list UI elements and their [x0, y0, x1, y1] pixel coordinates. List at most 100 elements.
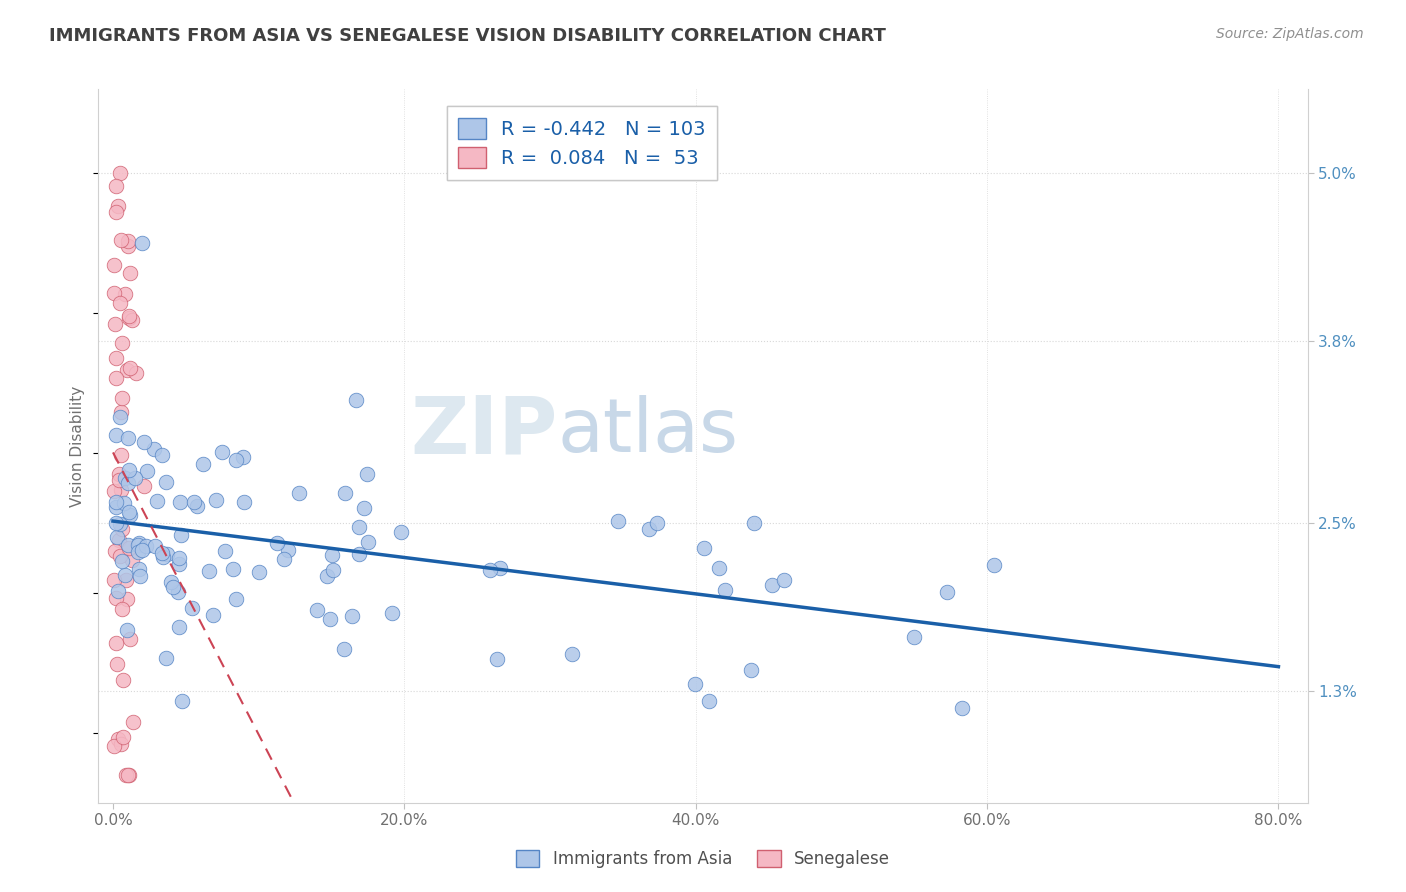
- Point: [131, 236, 153, 251]
- Point: [118, 311, 141, 326]
- Point: [111, 335, 134, 350]
- Point: [105, 516, 128, 530]
- Point: [117, 538, 139, 552]
- Point: [167, 550, 190, 565]
- Point: [105, 636, 128, 650]
- Point: [155, 651, 177, 665]
- Point: [112, 496, 135, 510]
- Point: [110, 516, 132, 531]
- Point: [104, 371, 127, 385]
- Point: [202, 608, 225, 623]
- Point: [479, 563, 502, 577]
- Point: [111, 673, 134, 688]
- Point: [121, 313, 143, 327]
- Point: [117, 431, 139, 445]
- Point: [114, 471, 136, 485]
- Point: [103, 258, 125, 272]
- Point: [232, 450, 254, 464]
- Point: [169, 558, 191, 572]
- Point: [287, 486, 309, 500]
- Point: [162, 580, 184, 594]
- Point: [104, 351, 127, 366]
- Point: [742, 516, 765, 530]
- Point: [117, 768, 139, 782]
- Point: [316, 569, 339, 583]
- Point: [155, 475, 177, 490]
- Point: [233, 495, 256, 509]
- Point: [118, 266, 141, 280]
- Point: [107, 584, 129, 599]
- Point: [486, 651, 509, 665]
- Point: [143, 442, 166, 456]
- Point: [381, 606, 404, 620]
- Point: [110, 448, 132, 462]
- Point: [114, 567, 136, 582]
- Point: [214, 543, 236, 558]
- Point: [389, 525, 412, 540]
- Point: [159, 575, 181, 590]
- Point: [170, 527, 193, 541]
- Point: [103, 739, 125, 753]
- Point: [110, 549, 132, 564]
- Point: [692, 541, 714, 555]
- Point: [110, 296, 132, 310]
- Point: [645, 516, 668, 530]
- Point: [204, 492, 226, 507]
- Point: [105, 205, 128, 219]
- Point: [104, 495, 127, 509]
- Point: [104, 544, 127, 558]
- Point: [110, 737, 132, 751]
- Point: [353, 501, 375, 516]
- Point: [131, 543, 153, 558]
- Point: [117, 234, 139, 248]
- Point: [136, 464, 159, 478]
- Point: [105, 428, 128, 442]
- Point: [321, 549, 343, 563]
- Point: [333, 642, 356, 657]
- Point: [117, 238, 139, 252]
- Point: [127, 538, 149, 552]
- Point: [225, 453, 247, 467]
- Point: [169, 494, 191, 508]
- Point: [108, 467, 131, 481]
- Point: [127, 545, 149, 559]
- Point: [110, 405, 132, 419]
- Point: [277, 543, 299, 558]
- Point: [107, 199, 129, 213]
- Point: [107, 732, 129, 747]
- Point: [118, 361, 141, 376]
- Point: [211, 445, 233, 459]
- Point: [118, 541, 141, 555]
- Point: [903, 630, 925, 644]
- Point: [936, 585, 959, 599]
- Point: [150, 546, 173, 560]
- Point: [104, 591, 127, 606]
- Point: [713, 583, 735, 598]
- Point: [150, 449, 173, 463]
- Point: [169, 620, 191, 634]
- Point: [761, 578, 783, 592]
- Point: [225, 592, 247, 607]
- Point: [606, 514, 628, 528]
- Point: [489, 561, 512, 575]
- Point: [129, 569, 152, 583]
- Point: [198, 565, 221, 579]
- Point: [103, 483, 125, 498]
- Point: [124, 471, 146, 485]
- Point: [983, 558, 1005, 572]
- Point: [183, 495, 205, 509]
- Point: [135, 539, 157, 553]
- Point: [333, 485, 356, 500]
- Point: [118, 309, 141, 323]
- Point: [356, 467, 378, 481]
- Point: [307, 603, 329, 617]
- Point: [111, 392, 134, 406]
- Text: Source: ZipAtlas.com: Source: ZipAtlas.com: [1216, 27, 1364, 41]
- Point: [347, 547, 370, 561]
- Point: [186, 499, 208, 513]
- Point: [115, 592, 138, 607]
- Point: [111, 730, 134, 744]
- Point: [108, 473, 131, 487]
- Point: [111, 522, 134, 536]
- Point: [561, 647, 583, 661]
